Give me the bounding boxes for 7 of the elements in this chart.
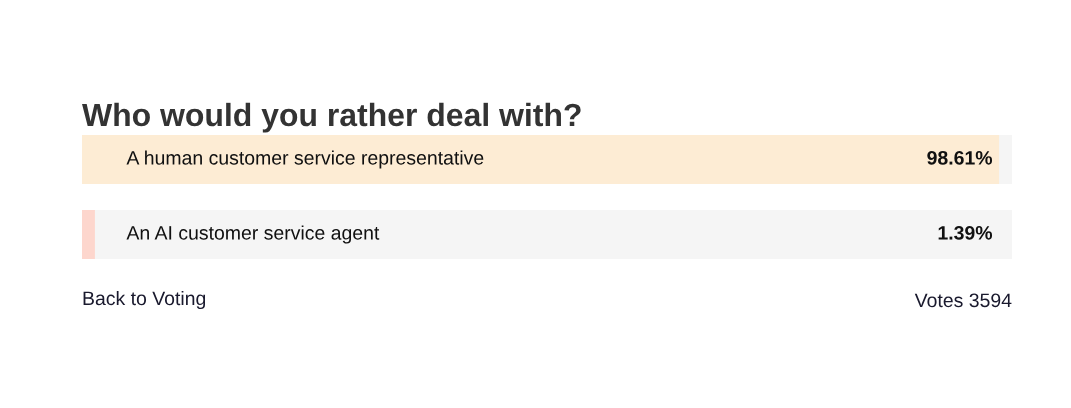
data-label: 1.39% [938, 225, 993, 240]
chart-title: Who would you rather deal with? [82, 102, 581, 133]
data-label: 98.61% [927, 150, 993, 165]
text: Back to Voting [83, 290, 206, 310]
y-tick-label: An AI customer service agent [126, 225, 380, 244]
text: Votes 3594 [914, 293, 1012, 308]
y-tick-label: A human customer service representative [126, 150, 484, 169]
